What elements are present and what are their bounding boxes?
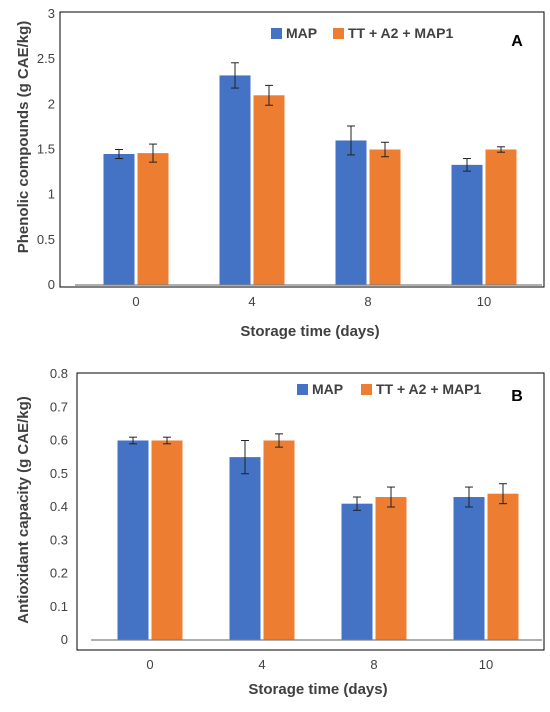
y-tick-label: 0.5	[50, 466, 68, 481]
bar-map	[341, 503, 373, 640]
bar-map	[229, 457, 261, 640]
y-tick-label: 3	[48, 6, 55, 21]
bar-map	[103, 154, 135, 285]
legend-label-tt-a2-map1: TT + A2 + MAP1	[376, 381, 482, 397]
x-axis-title: Storage time (days)	[248, 681, 387, 698]
bar-tt-a2-map1	[253, 95, 285, 285]
bar-map	[335, 140, 367, 285]
bar-tt-a2-map1	[487, 493, 519, 640]
y-tick-label: 0.2	[50, 566, 68, 581]
legend-label-tt-a2-map1: TT + A2 + MAP1	[348, 25, 454, 41]
bar-map	[219, 75, 251, 285]
x-tick-label: 10	[479, 657, 493, 672]
legend-label-map: MAP	[312, 381, 343, 397]
legend-swatch-map	[271, 28, 282, 39]
x-tick-label: 8	[370, 657, 377, 672]
y-tick-label: 0	[61, 632, 68, 647]
y-tick-label: 2.5	[37, 51, 55, 66]
x-tick-label: 8	[364, 294, 371, 309]
panel-label: B	[511, 388, 523, 405]
panel-a: 0 0.5 1 1.5 2 2.5 3 0 4 8 10 Storage time (days) Phe…	[15, 6, 542, 340]
legend-swatch-tt-a2-map1	[361, 384, 372, 395]
y-tick-label: 0.3	[50, 532, 68, 547]
x-tick-label: 0	[132, 294, 139, 309]
panel-b-frame	[76, 372, 545, 651]
bar-tt-a2-map1	[263, 440, 295, 640]
bar-tt-a2-map1	[369, 149, 401, 285]
y-tick-label: 2	[48, 96, 55, 111]
legend-swatch-map	[297, 384, 308, 395]
x-tick-label: 0	[146, 657, 153, 672]
x-tick-label: 10	[477, 294, 491, 309]
y-tick-label: 0	[48, 277, 55, 292]
y-tick-label: 0.5	[37, 232, 55, 247]
y-tick-label: 0.4	[50, 499, 68, 514]
y-tick-label: 1	[48, 187, 55, 202]
bar-map	[453, 497, 485, 640]
x-axis-title: Storage time (days)	[240, 323, 379, 340]
legend-label-map: MAP	[286, 25, 317, 41]
panel-b: 0 0.1 0.2 0.3 0.4 0.5 0.6 0.7 0.8 0 4 8 10 Storage ti…	[15, 366, 542, 698]
panel-a-frame	[59, 11, 545, 288]
bar-tt-a2-map1	[151, 440, 183, 640]
legend-swatch-tt-a2-map1	[333, 28, 344, 39]
y-axis-title: Antioxidant capacity (g CAE/kg)	[15, 396, 32, 624]
bar-tt-a2-map1	[375, 497, 407, 640]
y-tick-label: 0.7	[50, 399, 68, 414]
y-tick-label: 0.1	[50, 599, 68, 614]
y-tick-label: 0.6	[50, 433, 68, 448]
y-tick-label: 0.8	[50, 366, 68, 381]
bar-tt-a2-map1	[485, 149, 517, 285]
y-axis-title: Phenolic compounds (g CAE/kg)	[15, 21, 32, 254]
bar-map	[451, 164, 483, 285]
x-tick-label: 4	[258, 657, 265, 672]
bar-map	[117, 440, 149, 640]
panel-label: A	[511, 33, 523, 50]
y-tick-label: 1.5	[37, 142, 55, 157]
x-tick-label: 4	[248, 294, 255, 309]
bar-tt-a2-map1	[137, 153, 169, 285]
